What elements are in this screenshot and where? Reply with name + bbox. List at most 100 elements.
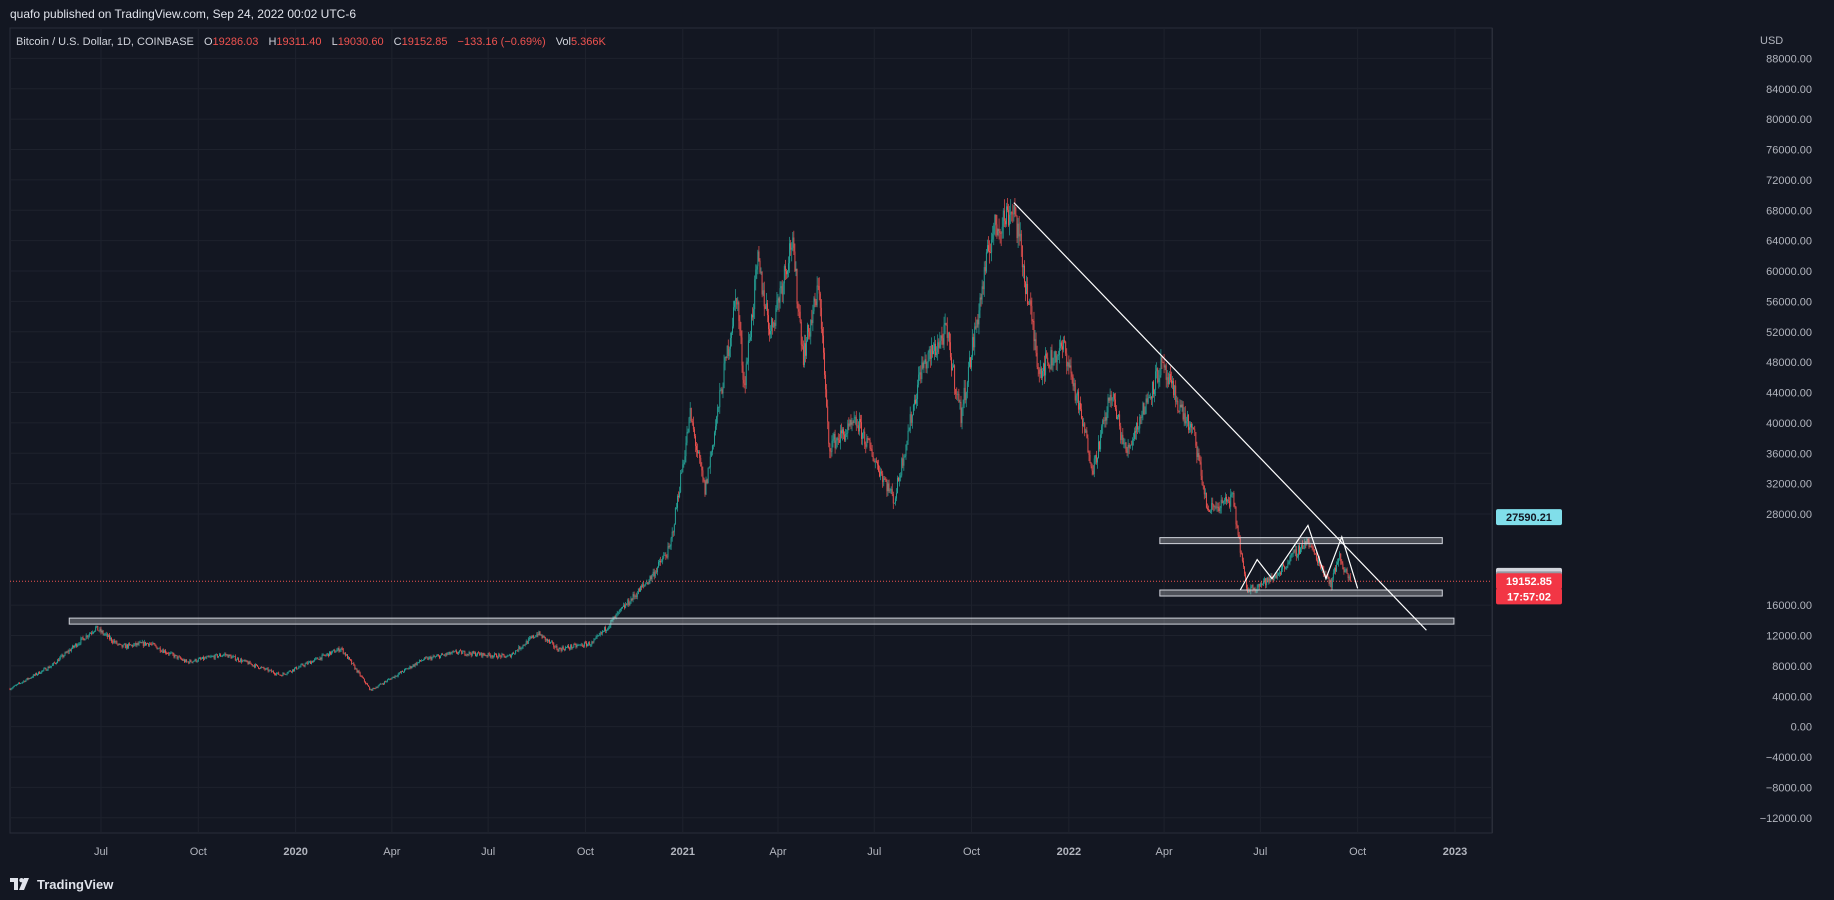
candle-body (642, 584, 644, 588)
price-tick-label: 56000.00 (1766, 296, 1812, 308)
candle-body (738, 302, 740, 321)
candle-body (1218, 507, 1220, 512)
candle-body (867, 438, 869, 439)
candle-body (260, 667, 262, 669)
candle-body (143, 641, 145, 646)
candle-body (851, 422, 853, 425)
candle-body (997, 229, 999, 236)
candle-body (1200, 462, 1202, 476)
candle-body (276, 673, 278, 675)
candle-body (373, 687, 375, 689)
candle-body (268, 670, 270, 672)
candle-body (429, 657, 431, 658)
candle-body (644, 584, 646, 586)
time-tick-label: 2021 (671, 846, 695, 858)
candle-body (1245, 573, 1246, 580)
price-axis[interactable]: 88000.00 84000.00 80000.00 76000.00 72000.00… (1760, 53, 1812, 824)
candle-body (35, 673, 37, 675)
candle-body (1167, 377, 1169, 385)
candle-body (19, 682, 20, 684)
candle-body (1271, 576, 1273, 579)
candle-body (322, 654, 324, 656)
candle-body (277, 672, 279, 674)
candle-body (158, 647, 160, 649)
candle-body (193, 661, 195, 662)
candle-body (348, 657, 349, 659)
candle-body (86, 635, 88, 638)
candle-body (267, 668, 269, 672)
candle-body (1317, 560, 1318, 563)
candle-body (1044, 363, 1045, 376)
tradingview-logo[interactable]: TradingView (10, 877, 113, 892)
candle-body (253, 665, 255, 668)
candle-body (299, 666, 301, 668)
candle-body (643, 584, 645, 586)
candle-body (873, 461, 875, 463)
candle-body (455, 650, 457, 653)
candle-body (407, 668, 409, 670)
candle-body (1346, 569, 1348, 574)
candle-body (750, 337, 751, 340)
candle-body (650, 576, 652, 579)
candle-body (1277, 573, 1279, 576)
candle-body (1257, 584, 1259, 588)
candle-body (450, 653, 452, 655)
candle-body (962, 404, 964, 409)
candle-body (398, 672, 400, 674)
candle-body (61, 654, 63, 657)
candle-body (748, 339, 750, 341)
candle-body (899, 477, 901, 481)
candle-body (454, 650, 456, 652)
candle-body (343, 652, 345, 654)
candle-body (1146, 398, 1148, 403)
price-tick-label: 8000.00 (1772, 661, 1812, 673)
candle-body (1347, 573, 1349, 579)
candle-body (802, 346, 804, 365)
candle-body (1134, 431, 1135, 440)
candle-body (252, 665, 254, 667)
candle-body (1016, 215, 1018, 239)
candle-body (162, 650, 164, 653)
candle-body (464, 651, 466, 656)
candle-body (1260, 583, 1262, 585)
candle-body (758, 251, 760, 261)
candle-body (680, 473, 682, 493)
candle-body (1131, 440, 1133, 446)
change-value: −133.16 (−0.69%) (458, 36, 546, 48)
candle-body (482, 653, 484, 657)
candle-body (491, 656, 493, 658)
candle-body (907, 430, 909, 442)
candle-body (884, 478, 886, 480)
candle-body (940, 335, 942, 341)
candle-body (192, 661, 194, 663)
candle-body (390, 678, 392, 680)
candle-body (312, 661, 313, 663)
candle-body (653, 571, 655, 577)
candle-body (1310, 546, 1312, 547)
candle-body (742, 365, 744, 380)
candle-body (479, 653, 481, 655)
candle-body (708, 467, 710, 469)
candle-body (791, 247, 793, 250)
candle-body (883, 478, 885, 483)
candle-body (395, 675, 397, 677)
candle-body (1101, 426, 1103, 435)
candle-body (1052, 364, 1054, 366)
candle-body (152, 642, 154, 645)
candle-body (1227, 500, 1228, 502)
candle-body (106, 633, 108, 637)
candle-body (1198, 452, 1200, 461)
candle-body (25, 679, 27, 682)
candle-body (462, 651, 464, 654)
candle-body (446, 653, 448, 655)
candle-body (236, 658, 238, 660)
time-axis[interactable]: Jul Oct 2020 Apr Jul Oct 2021 Apr Jul Oct 2022 Apr J… (94, 846, 1467, 858)
candle-body (1236, 524, 1238, 526)
candle-body (994, 214, 996, 226)
candle-body (960, 401, 962, 424)
candle-body (364, 681, 366, 684)
candle-body (431, 657, 433, 660)
candle-body (765, 303, 767, 309)
candle-body (222, 655, 224, 657)
